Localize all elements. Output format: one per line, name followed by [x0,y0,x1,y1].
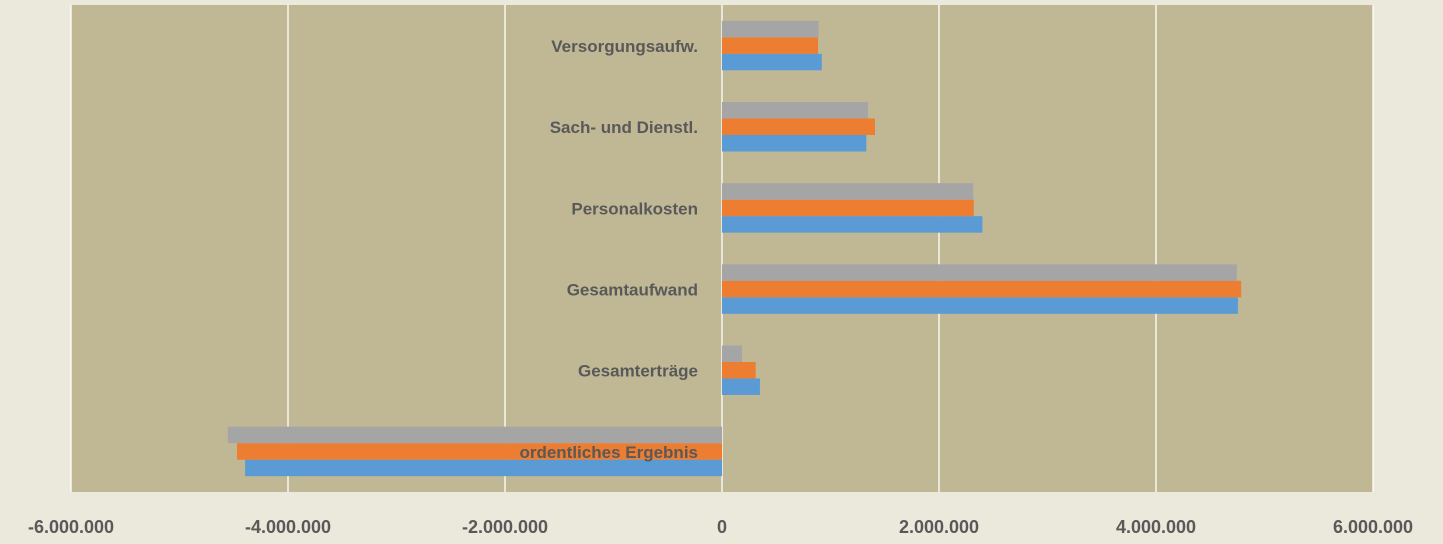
category-label: Versorgungsaufw. [551,37,698,56]
bar [245,459,722,477]
x-tick-label: 2.000.000 [899,517,979,537]
category-label: ordentliches Ergebnis [519,443,698,462]
bar [722,199,974,217]
bar [722,280,1242,298]
bar [722,183,974,200]
bar [722,118,875,135]
bar [722,135,867,152]
x-tick-label: -4.000.000 [245,517,331,537]
bar [722,297,1238,314]
bar [722,37,819,54]
bar [722,362,756,379]
category-label: Gesamtaufwand [567,281,698,300]
category-label: Sach- und Dienstl. [550,118,698,137]
bar [722,216,983,233]
bar [722,102,868,119]
x-tick-label: -2.000.000 [462,517,548,537]
bar [227,426,722,444]
bar [722,20,819,38]
bar [722,378,760,395]
x-tick-label: 0 [717,517,727,537]
x-tick-label: 4.000.000 [1116,517,1196,537]
bar [237,443,722,460]
x-tick-label: -6.000.000 [28,517,114,537]
bar [722,53,822,71]
category-label: Personalkosten [571,199,698,218]
bar [722,345,743,362]
category-label: Gesamterträge [578,362,698,381]
x-tick-label: 6.000.000 [1333,517,1413,537]
bar [722,264,1237,281]
